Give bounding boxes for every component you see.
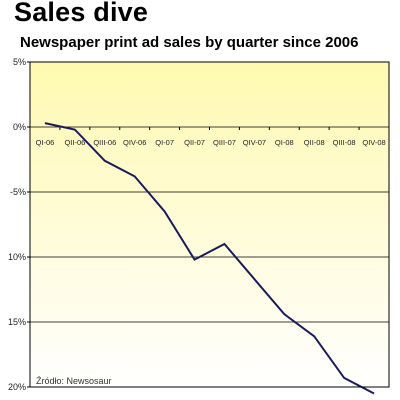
x-tick-label: QIV-08: [362, 138, 385, 147]
y-tick-label: 0%: [13, 122, 26, 132]
x-tick-label: QIV-07: [243, 138, 266, 147]
x-tick-label: QI-06: [36, 138, 55, 147]
x-tick-label: QI-08: [275, 138, 294, 147]
plot-area: [30, 62, 389, 387]
chart-subtitle: Newspaper print ad sales by quarter sinc…: [20, 34, 359, 51]
series-line: [44, 122, 375, 395]
y-tick-label: 20%: [8, 382, 26, 392]
x-tick-label: QII-08: [304, 138, 325, 147]
x-tick-label: QII-07: [184, 138, 205, 147]
y-tick-label: -5%: [10, 187, 26, 197]
source-note: Źródło: Newsosaur: [36, 376, 112, 386]
y-tick-label: 15%: [8, 317, 26, 327]
x-tick-label: QIII-07: [213, 138, 236, 147]
y-tick-label: 10%: [8, 252, 26, 262]
x-tick-label: QI-07: [155, 138, 174, 147]
x-tick-label: QIII-08: [333, 138, 356, 147]
plot-border: [29, 61, 390, 388]
y-tick-label: 5%: [13, 57, 26, 67]
x-tick-label: QIII-06: [93, 138, 116, 147]
x-tick-label: QII-06: [64, 138, 85, 147]
x-tick-label: QIV-06: [123, 138, 146, 147]
chart-title: Sales dive: [14, 0, 149, 27]
